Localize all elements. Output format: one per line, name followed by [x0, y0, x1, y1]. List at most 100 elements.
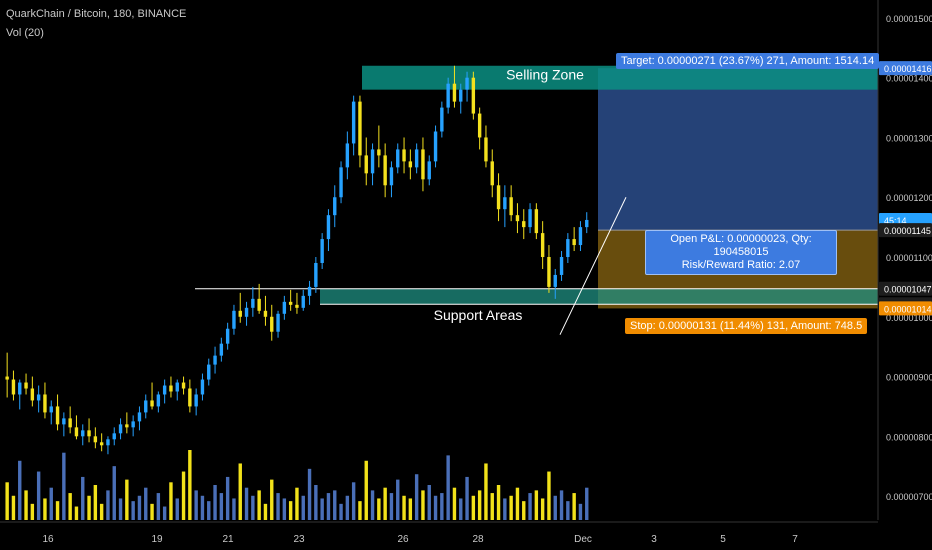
candle-body [358, 101, 362, 156]
candle-body [263, 310, 268, 317]
candle-body [465, 77, 469, 90]
volume-bar [137, 495, 142, 520]
candle-body [307, 286, 312, 296]
volume-bar [433, 495, 438, 520]
candle-body [459, 89, 463, 102]
candle-body [213, 355, 217, 365]
volume-bar [144, 487, 148, 520]
candle-body [522, 221, 526, 228]
volume-bar [162, 506, 167, 520]
selling-zone-band [362, 65, 878, 90]
volume-bar [307, 468, 312, 520]
volume-indicator-label: Vol (20) [6, 27, 44, 39]
target-label[interactable]: Target: 0.00000271 (23.67%) 271, Amount:… [616, 53, 880, 69]
volume-bar [207, 501, 211, 520]
candle-body [188, 388, 192, 407]
volume-bar [465, 476, 469, 520]
volume-bar [238, 463, 242, 520]
time-tick-label: 5 [720, 534, 726, 545]
volume-bar [87, 495, 91, 520]
candle-body [578, 227, 583, 246]
volume-bar [188, 450, 192, 520]
candle-body [207, 364, 211, 380]
candle-body [364, 155, 368, 174]
candle-body [534, 209, 539, 234]
price-tick-label: 0.00001400 [886, 74, 932, 84]
candle-body [389, 167, 394, 186]
candle-body [55, 406, 60, 425]
time-tick-label: 3 [651, 534, 657, 545]
volume-bar [572, 493, 576, 520]
candle-body [150, 400, 154, 407]
candle-body [408, 161, 413, 168]
volume-bar [446, 455, 450, 520]
candle-body [396, 149, 400, 168]
volume-bar [421, 490, 425, 520]
volume-bar [440, 493, 444, 520]
candle-body [238, 310, 242, 317]
volume-bar [93, 485, 98, 520]
candle-body [452, 83, 457, 102]
stop-label[interactable]: Stop: 0.00000131 (11.44%) 131, Amount: 7… [625, 318, 868, 334]
volume-bar [24, 490, 28, 520]
volume-bar [414, 474, 419, 520]
volume-bar [288, 501, 293, 520]
volume-bar [528, 493, 532, 520]
candle-body [219, 343, 224, 356]
volume-bar [408, 498, 413, 520]
candle-body [515, 215, 520, 222]
volume-bar [106, 490, 110, 520]
price-marker-label: 0.00001416 [884, 64, 932, 74]
candle-body [257, 298, 261, 311]
price-tick-label: 0.00000900 [886, 373, 932, 383]
candle-body [402, 149, 406, 162]
price-tick-label: 0.00001000 [886, 313, 932, 323]
volume-bar [522, 501, 526, 520]
price-marker-label: 0.00001014 [884, 304, 932, 314]
volume-bar [225, 476, 230, 520]
candle-body [339, 167, 343, 198]
price-marker [879, 281, 932, 296]
volume-bar [263, 503, 268, 520]
volume-bar [181, 471, 186, 520]
price-tick-label: 0.00001100 [886, 253, 932, 263]
candle-body [169, 385, 173, 392]
candle-body [446, 83, 450, 108]
price-marker-label: 0.00001047 [884, 285, 932, 295]
volume-bar [36, 471, 41, 520]
volume-bar [547, 471, 551, 520]
candle-body [181, 382, 186, 389]
candle-body [244, 307, 249, 317]
trend-line [559, 197, 627, 335]
price-axis[interactable]: 0.00001500 0.00001400 0.00001300 0.00001200… [877, 0, 932, 520]
candle-body [93, 436, 98, 443]
candle-body [99, 442, 104, 446]
time-axis[interactable]: 16 19 21 23 26 28 Dec 3 5 7 [0, 521, 878, 545]
price-tick-label: 0.00001300 [886, 133, 932, 143]
volume-bar [370, 490, 375, 520]
candle-body [585, 219, 589, 228]
volume-bar [169, 482, 173, 520]
candle-body [421, 149, 425, 180]
volume-bar [131, 501, 135, 520]
candle-body [5, 376, 9, 380]
price-tick-label: 0.00001500 [886, 14, 932, 24]
volume-bar [200, 495, 205, 520]
volume-bar [74, 506, 79, 520]
candle-body [200, 379, 205, 395]
candle-body [540, 233, 545, 258]
candle-body [81, 430, 85, 437]
pnl-line: Open P&L: 0.00000023, Qty: 190458015 [670, 233, 812, 258]
candle-body [288, 301, 293, 305]
volume-bar [484, 463, 488, 520]
risk-reward-line: Risk/Reward Ratio: 2.07 [681, 259, 801, 271]
time-tick-label: 26 [397, 534, 409, 545]
candle-body [106, 439, 110, 446]
candle-body [232, 310, 236, 329]
candle-body [36, 394, 41, 401]
volume-bar [559, 490, 564, 520]
volume-bar [452, 487, 457, 520]
pnl-box[interactable]: Open P&L: 0.00000023, Qty: 190458015 Ris… [645, 230, 837, 275]
volume-bar [402, 495, 406, 520]
